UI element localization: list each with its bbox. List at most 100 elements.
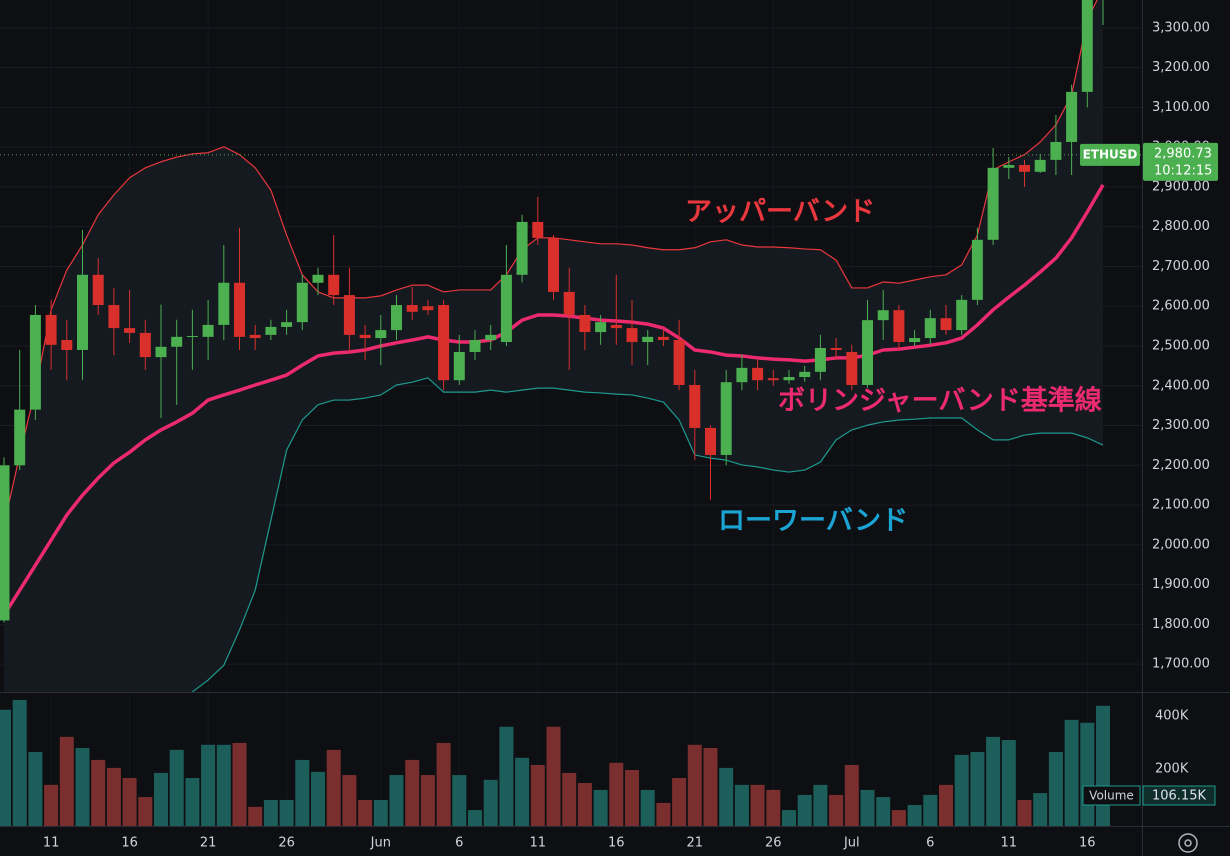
volume-bar [640, 789, 655, 826]
candle-body [500, 274, 512, 343]
axes: 3,300.003,200.003,100.003,000.002,900.00… [43, 20, 1218, 851]
candle-body [108, 305, 120, 329]
volume-bar [138, 797, 153, 826]
candle-body [155, 346, 167, 358]
volume-bar [515, 757, 530, 826]
x-tick-label: 11 [43, 836, 60, 851]
band-line [2, 184, 1105, 617]
candle-body [1066, 91, 1078, 142]
candle-body [642, 336, 654, 343]
volume-bar [1017, 799, 1032, 826]
band-fill [4, 0, 1103, 692]
volume-bar [970, 751, 985, 826]
volume-bar [907, 805, 922, 826]
volume-bar [703, 747, 718, 826]
x-tick-label: 21 [200, 836, 217, 851]
y-tick-label: 3,200.00 [1152, 60, 1210, 75]
candle-body [92, 274, 104, 306]
volume-bar [373, 799, 388, 826]
candle-body [202, 324, 214, 337]
y-tick-label: 2,700.00 [1152, 259, 1210, 274]
volume-bar [420, 775, 435, 826]
volume-bar [75, 747, 90, 826]
volume-bar [468, 810, 482, 826]
candle-body [579, 314, 591, 333]
candle-body [45, 314, 57, 345]
candle-body [14, 409, 26, 466]
volume-bar [169, 749, 184, 826]
upper-band-annotation: アッパーバンド [685, 197, 875, 228]
candle-body [799, 371, 811, 378]
candle-body [563, 291, 575, 315]
x-tick-label: 16 [608, 836, 625, 851]
symbol-label: ETHUSD [1083, 147, 1138, 161]
volume-bar [389, 775, 404, 826]
y-tick-label: 3,300.00 [1152, 20, 1210, 35]
volume-bar [483, 779, 498, 826]
volume-bar [232, 742, 247, 826]
candle-body [752, 367, 764, 381]
volume-bar [106, 767, 121, 826]
x-tick-label: 26 [278, 836, 295, 851]
x-tick-label: 6 [455, 836, 463, 851]
y-tick-label: 1,800.00 [1152, 617, 1210, 632]
volume-bar [672, 777, 687, 826]
candle-body [171, 336, 183, 347]
volume-bar [436, 742, 451, 826]
volume-bar [891, 810, 906, 826]
volume-bar [939, 784, 953, 826]
candle-body [940, 318, 952, 331]
volume-bar [954, 754, 969, 826]
last-price-label: 2,980.73 [1154, 146, 1212, 161]
countdown-label: 10:12:15 [1154, 163, 1212, 178]
candle-body [186, 336, 198, 338]
middle-band-annotation: ボリンジャーバンド基準線 [778, 385, 1102, 417]
candle-body [139, 332, 151, 358]
volume-bar [44, 784, 59, 826]
volume-bar [719, 767, 734, 826]
candle-body [626, 328, 638, 343]
y-tick-label: 3,100.00 [1152, 100, 1210, 115]
volume-bar [358, 799, 373, 826]
candle-body [909, 338, 921, 343]
y-tick-label: 2,000.00 [1152, 537, 1210, 552]
x-tick-label: 16 [121, 836, 138, 851]
volume-bar [1080, 722, 1095, 826]
candle-body [296, 282, 308, 323]
volume-bar [263, 799, 278, 826]
volume-bar [0, 709, 11, 826]
volume-bar [295, 759, 310, 826]
candle-body [924, 318, 936, 339]
settings-button[interactable] [1178, 833, 1198, 853]
volume-tick-label: 400K [1155, 708, 1189, 723]
volume-bar [687, 744, 702, 826]
volume-bar [625, 770, 639, 826]
band-line [192, 377, 1104, 692]
candle-body [312, 274, 324, 283]
volume-bar [326, 749, 341, 826]
y-tick-label: 1,700.00 [1152, 657, 1210, 672]
volume-bar [201, 744, 216, 826]
volume-bar [248, 806, 263, 826]
volume-bar [311, 771, 325, 826]
volume-bar [452, 775, 467, 826]
y-tick-label: 2,200.00 [1152, 458, 1210, 473]
x-tick-label: 21 [687, 836, 704, 851]
candle-body [453, 351, 465, 381]
y-tick-label: 2,900.00 [1152, 179, 1210, 194]
candle-body [0, 465, 10, 621]
settings-icon[interactable] [1178, 833, 1198, 853]
candle-body [1050, 141, 1062, 160]
candle-body [359, 334, 371, 339]
candle-body [1003, 165, 1015, 168]
volume-legend-box [1082, 785, 1141, 806]
candle-body [783, 377, 795, 381]
volume-bar [656, 802, 671, 826]
candle-body [516, 221, 528, 275]
candle-body [877, 310, 889, 321]
candle-body [485, 334, 497, 341]
candle-body [971, 239, 983, 300]
volume-bar [860, 789, 875, 826]
